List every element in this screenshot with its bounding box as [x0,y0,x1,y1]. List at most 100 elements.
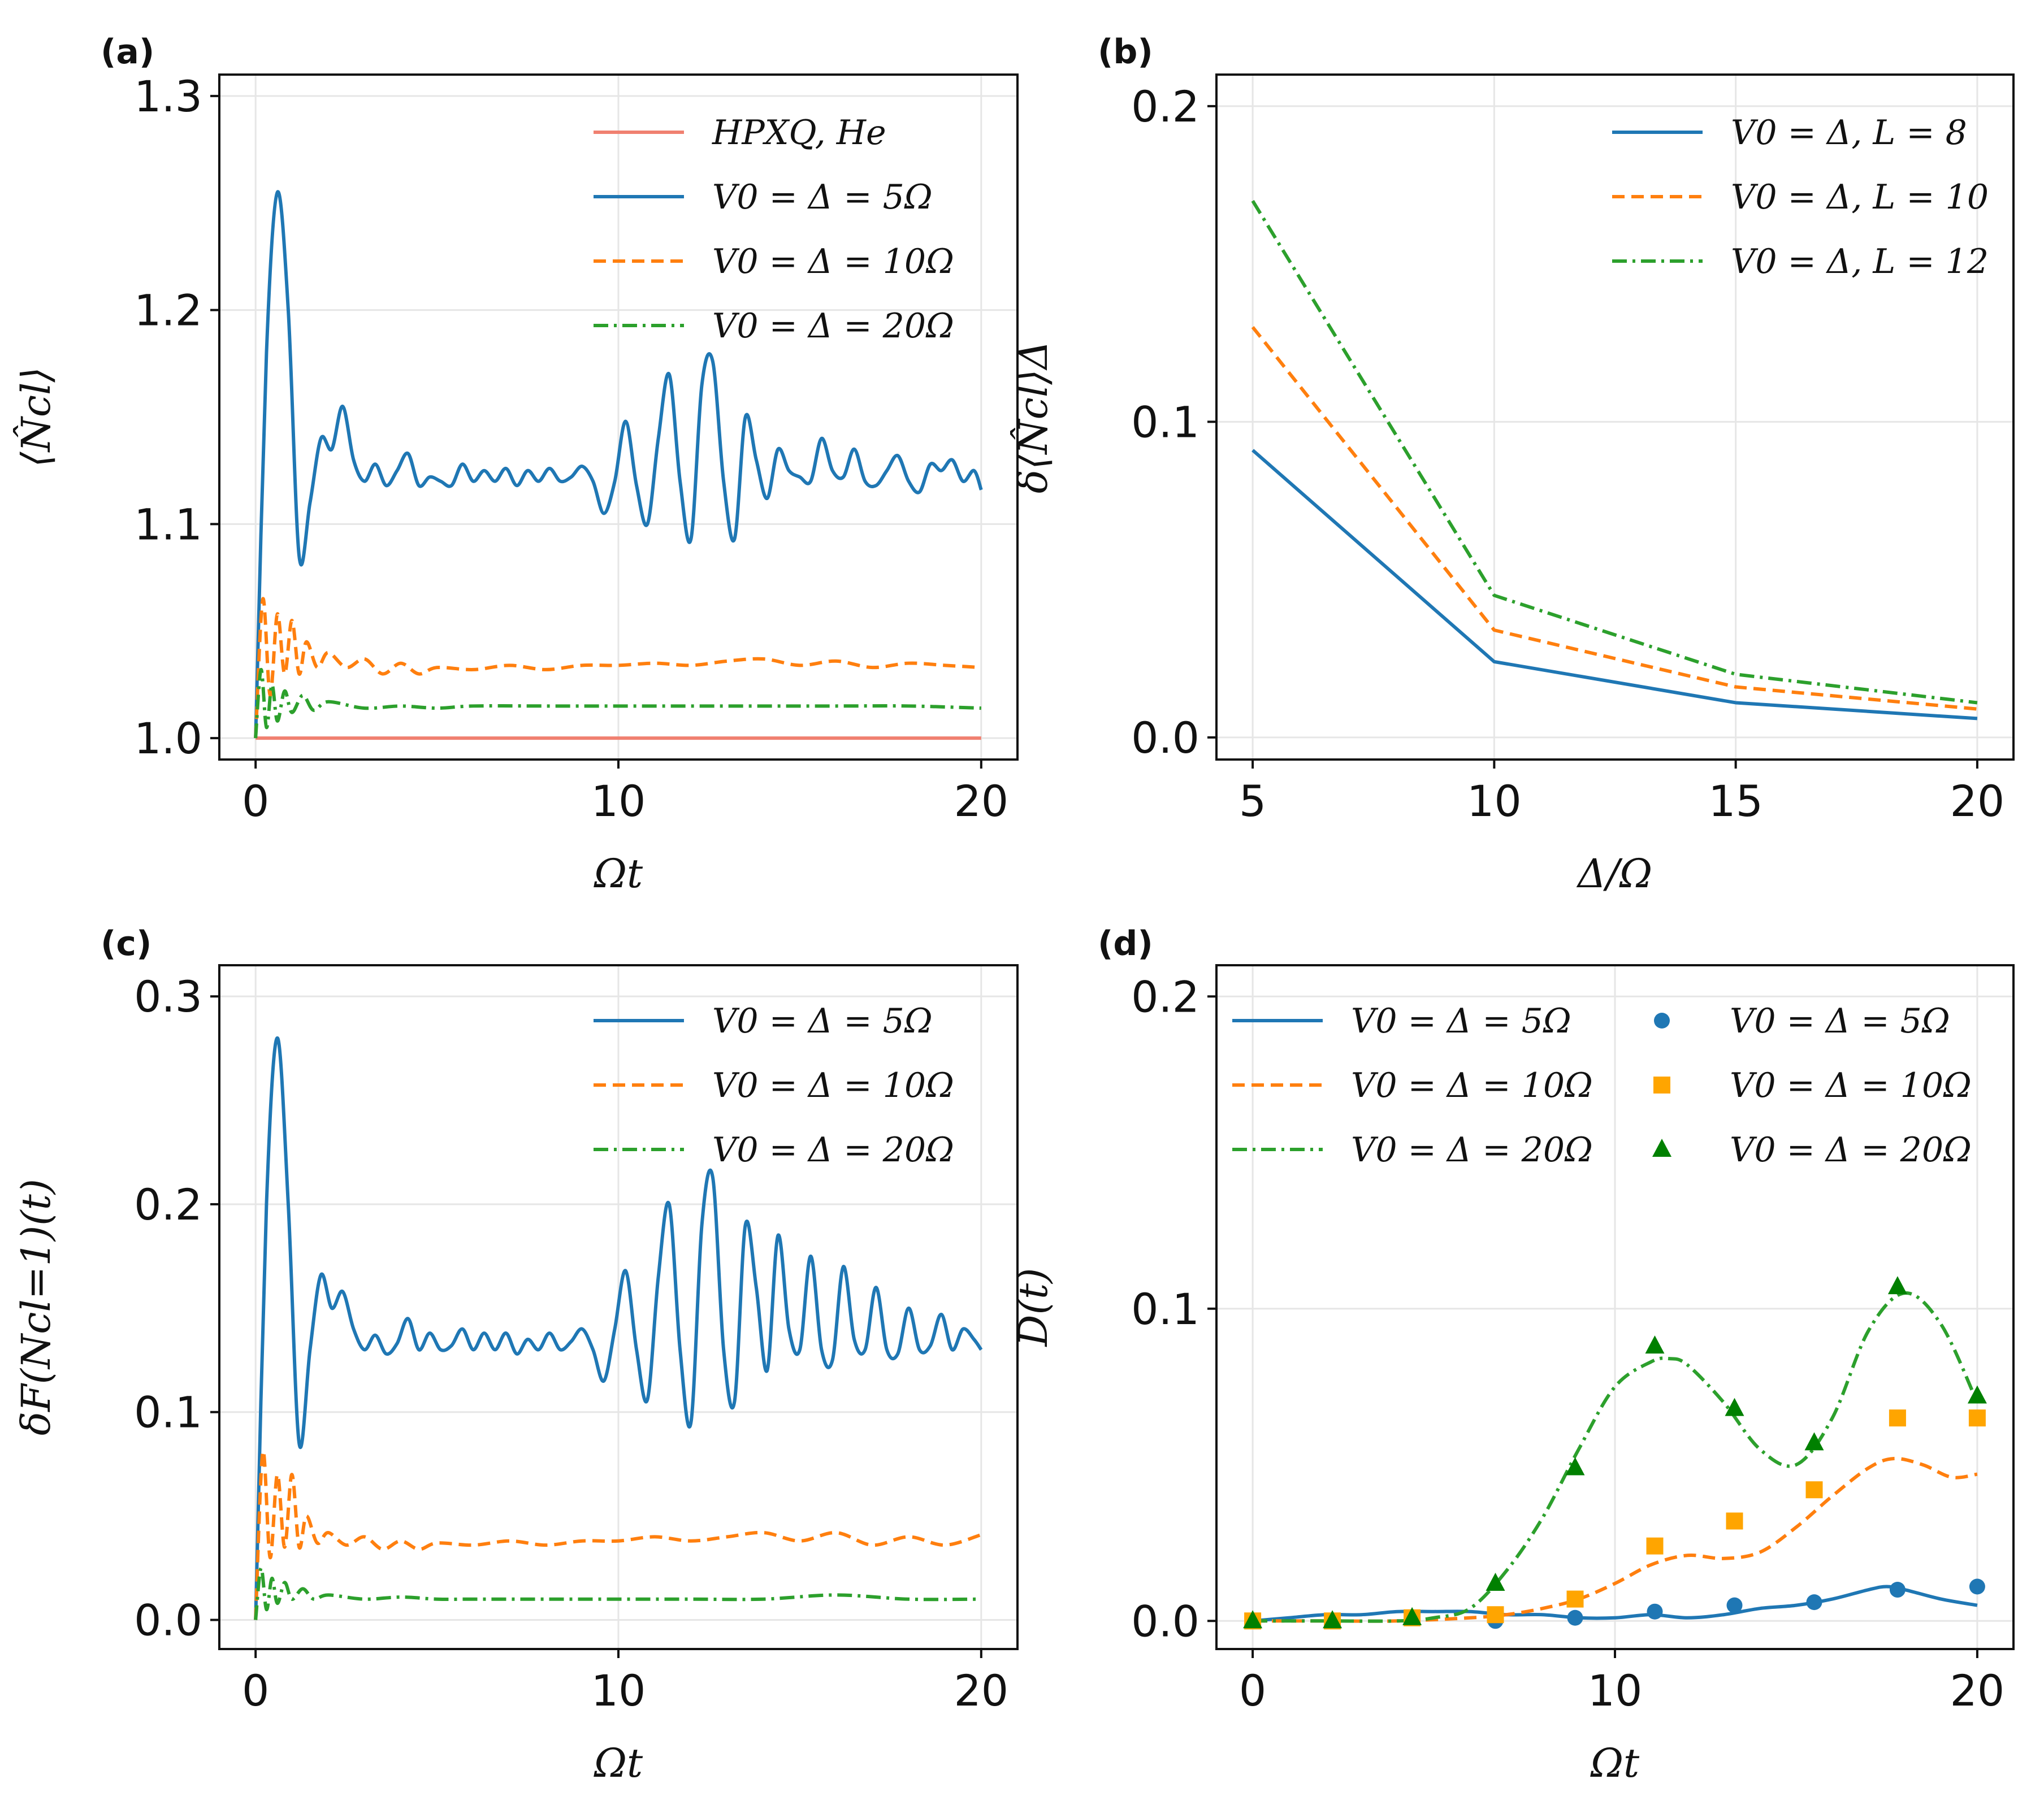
panel-c: 0 10 20 0.0 0.1 0.2 0.3 (c) Ωt δF(Ncl=1)(t) V0 = Δ… [13,924,1019,1786]
data-point-square [1566,1590,1584,1608]
panel-label: (a) [101,32,154,72]
data-point-triangle [1887,1276,1907,1295]
y-tick-label: 1.3 [134,71,202,122]
legend-label: V0 = Δ = 20Ω [1351,1130,1593,1170]
panel-label: (b) [1098,32,1153,72]
y-axis-label: δ⟨N̂cl⟩Δ [1010,341,1056,493]
y-tick-label: 0.1 [1131,397,1199,447]
axes-frame [1215,964,2015,1650]
series-line [254,190,983,739]
data-point-square [1726,1512,1743,1530]
y-tick-label: 0.1 [134,1387,202,1438]
y-tick-label: 1.2 [134,285,202,336]
data-point-square [1487,1606,1504,1624]
data-point-circle [1806,1594,1822,1611]
legend-label: V0 = Δ = 10Ω [1351,1066,1593,1105]
legend-label: V0 = Δ = 10Ω [712,242,954,281]
data-point-square [1805,1481,1823,1499]
panel-label: (d) [1098,924,1153,964]
series-line [254,597,981,739]
data-point-triangle [1967,1385,1987,1404]
data-point-square [1968,1409,1986,1427]
x-tick-label: 10 [1588,1665,1643,1716]
data-point-circle [1726,1597,1743,1613]
series-line [1252,1585,1978,1623]
y-tick-label: 0.0 [134,1595,202,1646]
series-line [1253,1291,1979,1623]
y-tick-label: 0.3 [134,971,202,1022]
x-tick-label: 0 [242,776,269,826]
data-point-triangle [1402,1607,1422,1625]
panel-b: 5 10 15 20 0.0 0.1 0.2 (b) Δ/Ω δ⟨N̂cl⟩Δ V0 = Δ, L … [1010,32,2015,897]
series-line [254,1449,982,1620]
data-point-triangle [1645,1335,1665,1354]
x-axis-label: Ωt [594,1740,643,1786]
y-tick-label: 1.0 [134,713,202,763]
panel-a: 0 10 20 1.0 1.1 1.2 1.3(a) Ωt ⟨N̂cl⟩ HPXQ, He V0 =… [13,32,1019,897]
x-tick-label: 0 [242,1665,269,1716]
data-point-triangle [1243,1610,1263,1629]
y-axis-label: ⟨N̂cl⟩ [13,367,59,467]
x-tick-label: 0 [1239,1665,1266,1716]
y-tick-label: 1.1 [134,499,202,549]
plot-area [254,190,983,740]
x-tick-label: 20 [1950,1665,2005,1716]
legend-label: V0 = Δ = 5Ω [1351,1001,1571,1041]
data-point-triangle [1486,1572,1505,1591]
legend-label: V0 = Δ = 10Ω [1730,1066,1972,1105]
y-tick-label: 0.0 [1131,713,1199,763]
series-line [1251,199,1978,705]
axes-frame [1215,73,2015,761]
panel-label: (c) [101,924,151,964]
legend-label: V0 = Δ = 20Ω [1730,1130,1972,1170]
plot-area [254,1036,983,1620]
series-line [1251,326,1978,711]
x-axis-label: Ωt [594,851,643,897]
data-point-triangle [1804,1432,1824,1451]
legend-marker-square [1653,1077,1670,1094]
legend-marker-circle [1654,1013,1670,1029]
data-point-triangle [1565,1457,1585,1476]
axes-frame [218,73,1019,761]
x-tick-label: 15 [1708,776,1763,826]
data-point-circle [1969,1578,1985,1595]
legend-marker-triangle [1652,1139,1671,1157]
axes-frame [218,964,1019,1650]
plot-area [1251,199,1978,721]
data-point-triangle [1725,1398,1744,1416]
x-tick-label: 20 [1950,776,2005,826]
data-point-circle [1889,1582,1906,1598]
legend-label: V0 = Δ, L = 12 [1731,242,1989,281]
data-point-square [1646,1537,1664,1555]
x-tick-label: 20 [954,1665,1008,1716]
legend: HPXQ, He V0 = Δ = 5Ω V0 = Δ = 10Ω V0 = Δ = … [594,113,954,346]
legend: V0 = Δ, L = 8 V0 = Δ, L = 10 V0 = Δ, L = 1… [1612,113,1989,281]
x-tick-label: 20 [954,776,1008,826]
y-tick-label: 0.2 [1131,971,1199,1022]
data-point-triangle [1323,1610,1343,1629]
x-axis-label: Ωt [1590,1740,1640,1786]
legend-label: V0 = Δ = 5Ω [1730,1001,1950,1041]
plot-area [1243,1276,1987,1630]
legend: V0 = Δ = 5Ω V0 = Δ = 10Ω V0 = Δ = 20Ω V0 = … [1232,1001,1972,1170]
x-tick-label: 10 [591,776,646,826]
legend-label: V0 = Δ = 10Ω [712,1066,954,1105]
series-line [254,1036,983,1620]
x-tick-label: 10 [1467,776,1522,826]
legend: V0 = Δ = 5Ω V0 = Δ = 10Ω V0 = Δ = 20Ω [594,1001,954,1170]
legend-label: V0 = Δ = 5Ω [712,177,933,217]
series-line [1251,449,1978,721]
data-point-square [1889,1409,1906,1427]
x-axis-label: Δ/Ω [1576,851,1652,897]
legend-label: V0 = Δ, L = 8 [1731,113,1967,153]
data-point-circle [1647,1603,1663,1620]
y-tick-label: 0.2 [134,1179,202,1230]
legend-label: HPXQ, He [712,113,886,153]
legend-label: V0 = Δ = 5Ω [712,1001,933,1041]
y-tick-label: 0.2 [1131,81,1199,132]
legend-label: V0 = Δ, L = 10 [1731,177,1989,217]
y-tick-label: 0.1 [1131,1284,1199,1334]
series-line [254,667,981,739]
